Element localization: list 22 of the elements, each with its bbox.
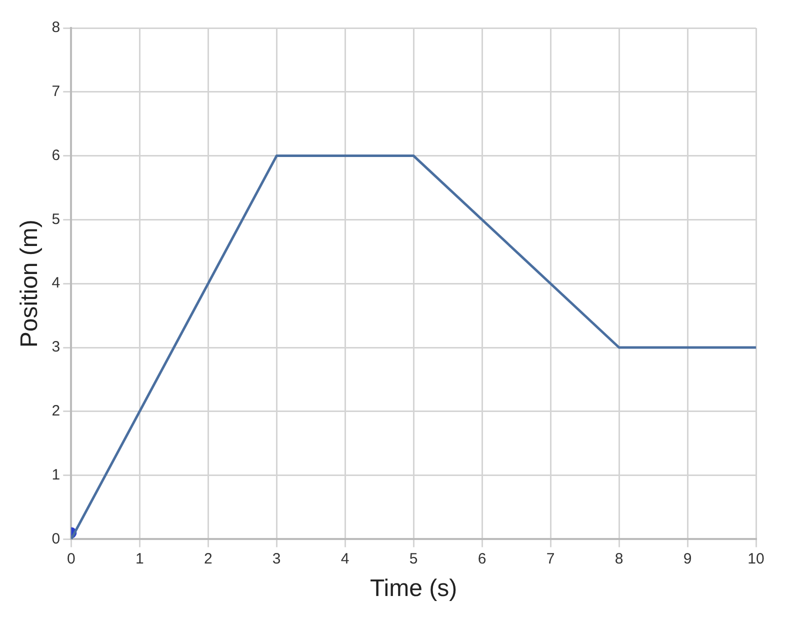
x-tick-label: 10 — [748, 550, 764, 568]
x-tick-label: 5 — [409, 550, 418, 568]
y-tick-label: 2 — [52, 402, 60, 420]
x-tick-label: 3 — [272, 550, 281, 568]
x-tick-label: 9 — [683, 550, 692, 568]
y-tick-label: 7 — [52, 83, 60, 100]
y-tick-label: 0 — [52, 530, 60, 548]
y-tick-label: 6 — [52, 146, 60, 164]
y-tick-label: 5 — [52, 210, 60, 228]
y-tick-label: 4 — [52, 274, 60, 292]
x-tick-label: 0 — [66, 550, 76, 568]
y-axis-title: Position (m) — [16, 220, 44, 348]
y-tick-label: 3 — [52, 338, 60, 356]
x-tick-label: 2 — [204, 550, 212, 568]
y-tick-label: 8 — [52, 19, 60, 36]
x-tick-label: 1 — [135, 550, 144, 568]
x-tick-label: 4 — [340, 550, 350, 568]
x-tick-label: 6 — [478, 550, 486, 568]
y-tick-label: 1 — [52, 466, 60, 484]
x-tick-label: 7 — [546, 550, 555, 568]
x-axis-title: Time (s) — [370, 575, 458, 602]
x-tick-label: 8 — [614, 550, 624, 568]
